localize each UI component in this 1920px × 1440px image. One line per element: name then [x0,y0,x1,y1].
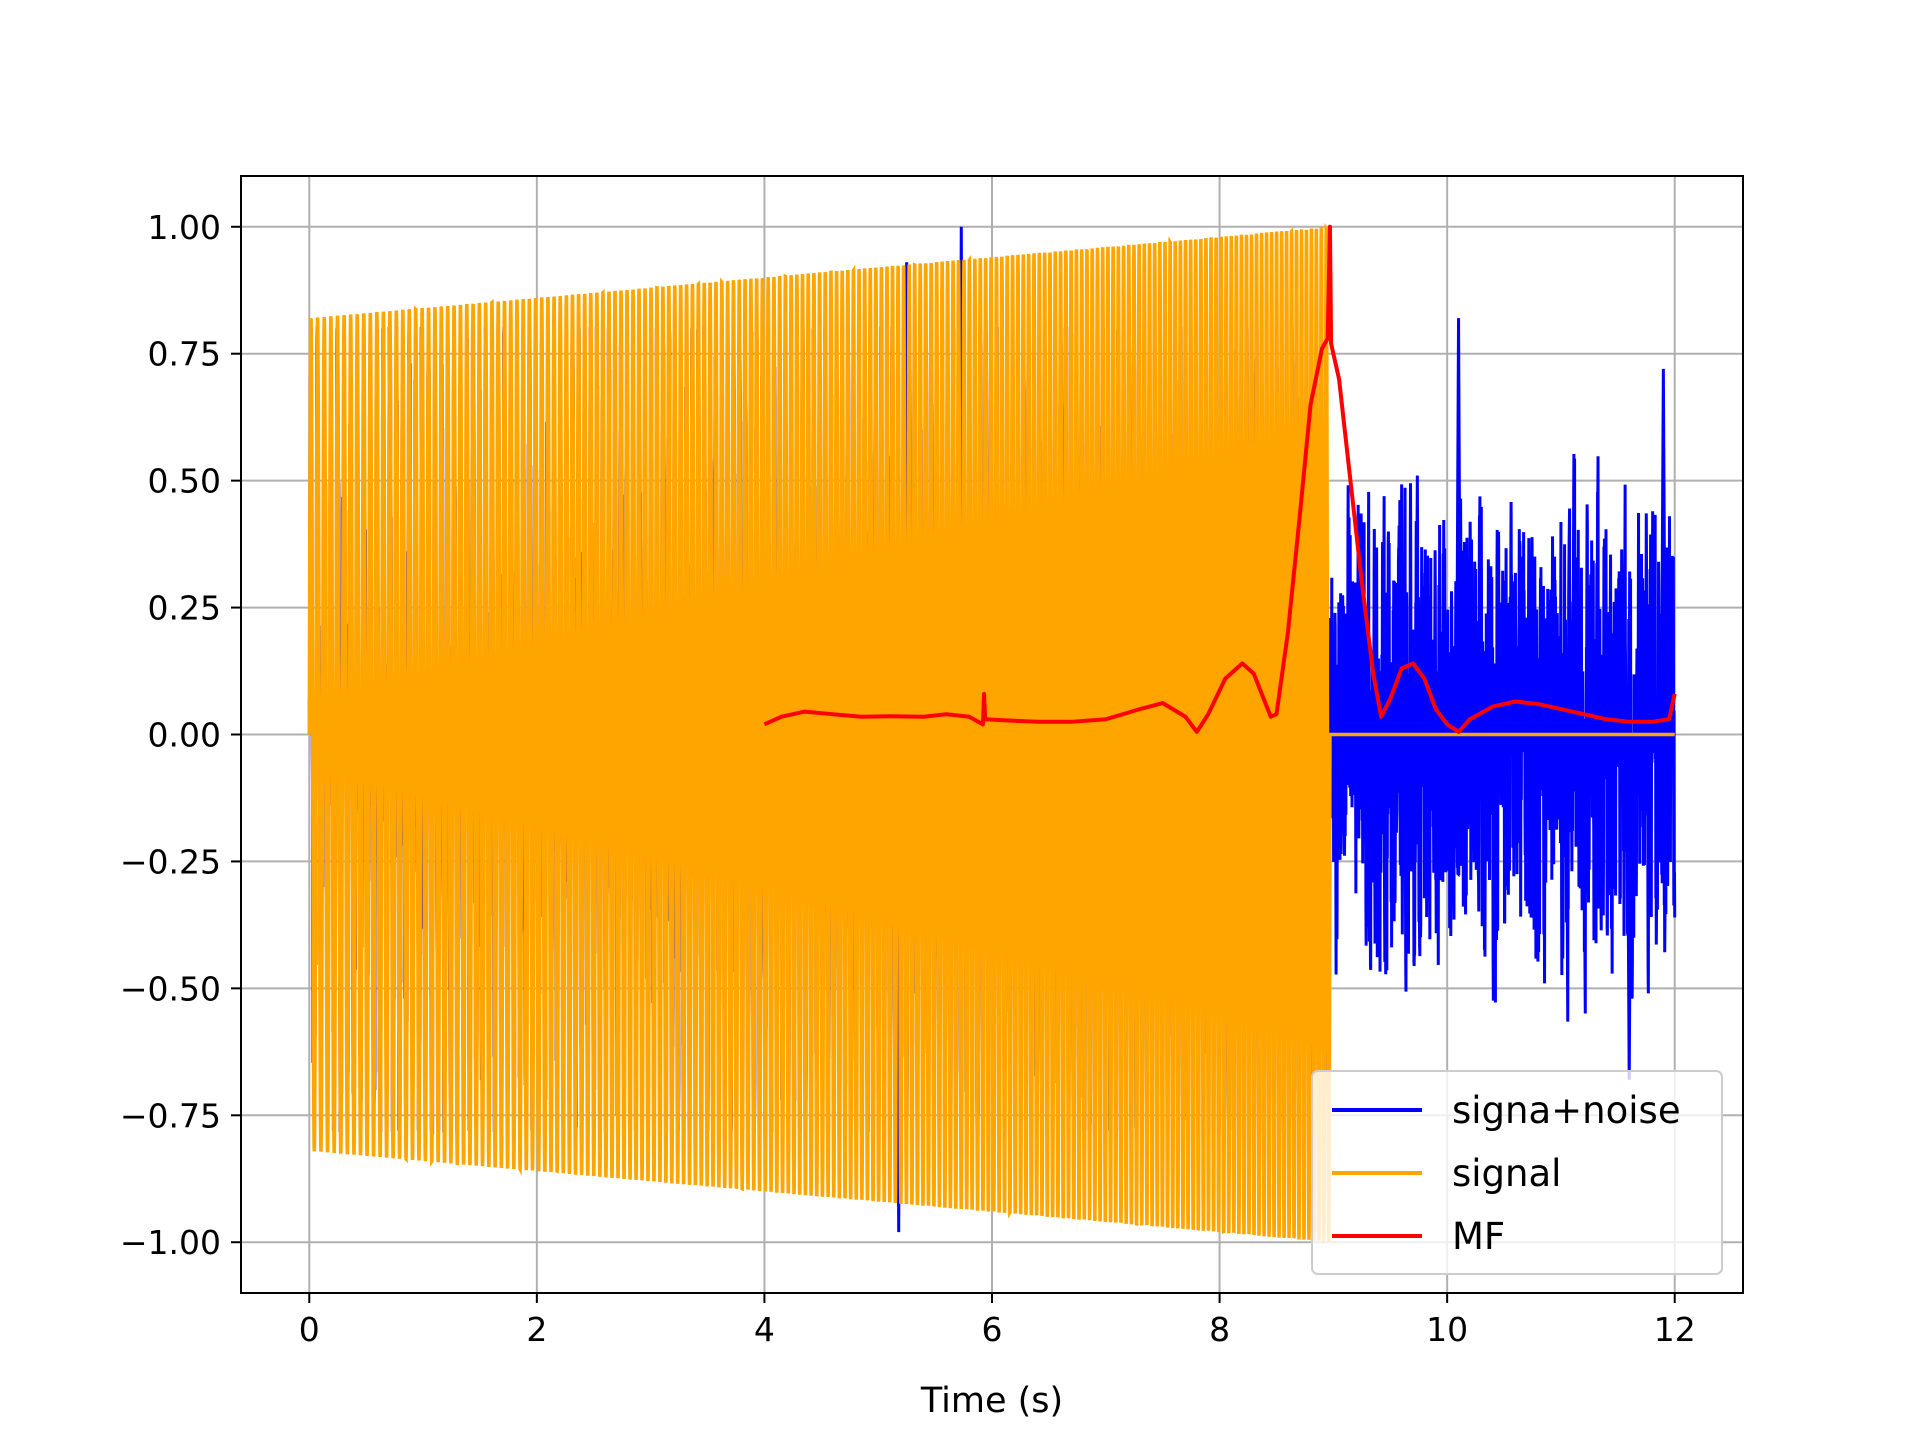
x-tick-label: 10 [1426,1310,1468,1349]
x-tick-label: 4 [754,1310,775,1349]
series-layer [307,223,1677,1243]
y-tick-label: 0.25 [148,589,221,628]
y-tick-label: −1.00 [120,1223,221,1262]
legend-label: MF [1452,1215,1505,1258]
legend-label: signa+noise [1452,1089,1681,1132]
y-tick-label: 0.00 [148,716,221,755]
y-tick-label: −0.25 [120,842,221,881]
legend-label: signal [1452,1152,1561,1195]
x-axis-label: Time (s) [920,1381,1063,1421]
x-tick-label: 6 [982,1310,1003,1349]
legend-frame [1311,1070,1723,1275]
noise-peak [1659,368,1667,735]
x-tick-label: 0 [299,1310,320,1349]
series-line-signal [307,223,1675,1243]
x-tick-label: 12 [1654,1310,1696,1349]
x-tick-label: 8 [1209,1310,1230,1349]
legend: signa+noise signal MF [1311,1070,1723,1275]
y-tick-label: 0.75 [148,335,221,374]
y-tick-label: 0.50 [148,462,221,501]
y-tick-label: −0.75 [120,1096,221,1135]
y-tick-label: 1.00 [148,208,221,247]
y-tick-label: −0.50 [120,969,221,1008]
noise-peak [1455,318,1463,735]
series-line-mf [763,224,1677,734]
axis-ticks: 0 2 4 6 8 10 12 1.00 0.75 0.50 0.25 0.00 −0.25 −0.50 −… [120,208,1696,1349]
x-tick-label: 2 [526,1310,547,1349]
